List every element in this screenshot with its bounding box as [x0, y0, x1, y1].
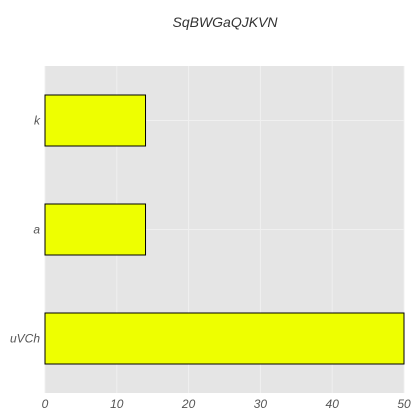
x-tick-label: 30	[254, 397, 268, 411]
bar-layer	[44, 94, 405, 365]
x-tick-label: 10	[110, 397, 124, 411]
chart-title: SqBWGaQJKVN	[172, 14, 278, 30]
bar-k	[44, 94, 147, 147]
x-tick-label: 0	[42, 397, 49, 411]
y-tick-label: k	[34, 114, 41, 128]
y-tick-labels: uVCh a k	[10, 114, 41, 346]
x-tick-label: 50	[397, 397, 411, 411]
x-tick-labels: 0 10 20 30 40 50	[42, 397, 411, 411]
bar-uVCh	[44, 312, 405, 365]
x-tick-label: 20	[181, 397, 196, 411]
y-tick-label: a	[33, 223, 40, 237]
bar-a	[44, 203, 147, 256]
y-tick-label: uVCh	[10, 332, 40, 346]
x-tick-label: 40	[326, 397, 340, 411]
